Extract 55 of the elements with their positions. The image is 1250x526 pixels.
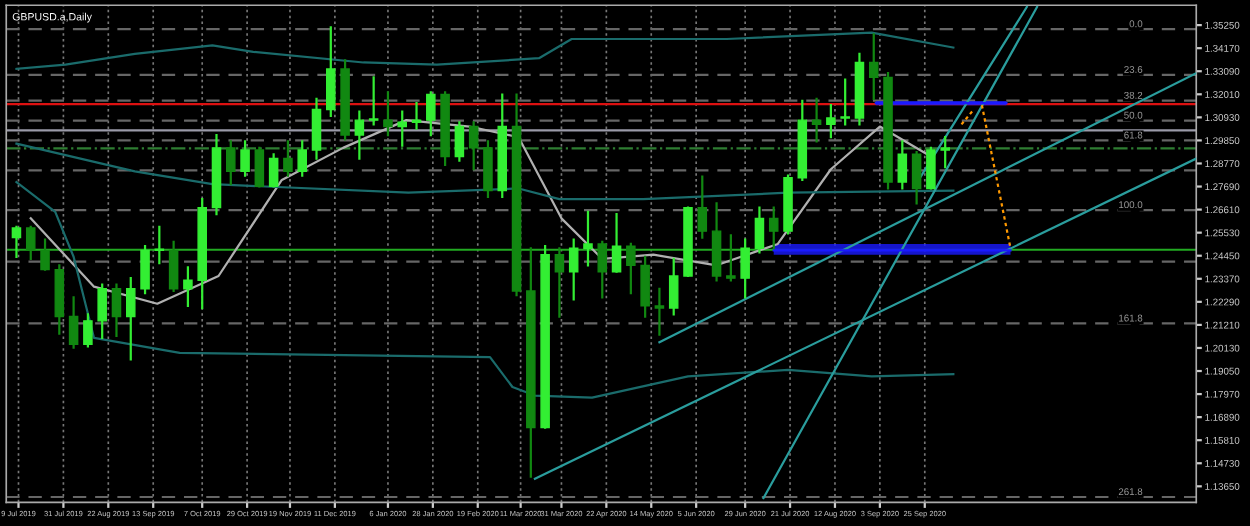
candlestick [240, 140, 250, 177]
candlestick [597, 240, 608, 299]
candlestick [397, 110, 408, 147]
candlestick [168, 240, 179, 293]
line-series [15, 142, 955, 201]
candlestick [483, 140, 493, 199]
candlestick [140, 245, 150, 295]
candlestick [54, 264, 65, 335]
candlestick [626, 242, 636, 295]
candlestick [840, 78, 850, 126]
candlestick [654, 287, 665, 336]
candlestick [640, 255, 650, 318]
candlestick [468, 121, 479, 171]
candlestick [868, 33, 879, 100]
candlestick [125, 277, 136, 361]
candlestick [940, 136, 950, 169]
candlestick [426, 91, 436, 137]
candlestick [897, 140, 908, 190]
candlestick [383, 91, 393, 137]
candlestick [283, 140, 293, 177]
candlestick [568, 238, 579, 301]
candlestick [254, 146, 265, 188]
candlestick [83, 313, 93, 348]
candlestick [326, 26, 336, 117]
candlestick [111, 283, 122, 337]
candlestick [926, 146, 936, 190]
line-series [15, 180, 955, 399]
candlestick [25, 225, 36, 261]
candlestick [11, 225, 22, 258]
candlestick [611, 212, 622, 273]
line-series [15, 31, 955, 70]
candlestick [68, 296, 79, 349]
candlestick [726, 234, 736, 282]
candlestick [40, 238, 50, 271]
candlestick [811, 97, 822, 143]
candlestick [268, 153, 279, 188]
candlestick [368, 76, 379, 126]
candlestick [754, 206, 765, 254]
candlestick [226, 140, 236, 186]
candlestick [454, 121, 465, 162]
candlestick [911, 151, 922, 205]
candlestick [554, 247, 565, 318]
candlestick [826, 104, 836, 139]
candlestick [354, 110, 365, 160]
candlestick [297, 140, 307, 177]
candlestick [740, 238, 750, 299]
candlestick [768, 206, 779, 250]
candlestick [97, 283, 107, 340]
candlestick [697, 175, 708, 239]
candlestick [311, 97, 322, 160]
candlestick [183, 266, 193, 307]
candlestick [583, 210, 593, 267]
candlestick [711, 202, 722, 282]
candlestick [668, 257, 679, 316]
candlestick [411, 101, 422, 130]
